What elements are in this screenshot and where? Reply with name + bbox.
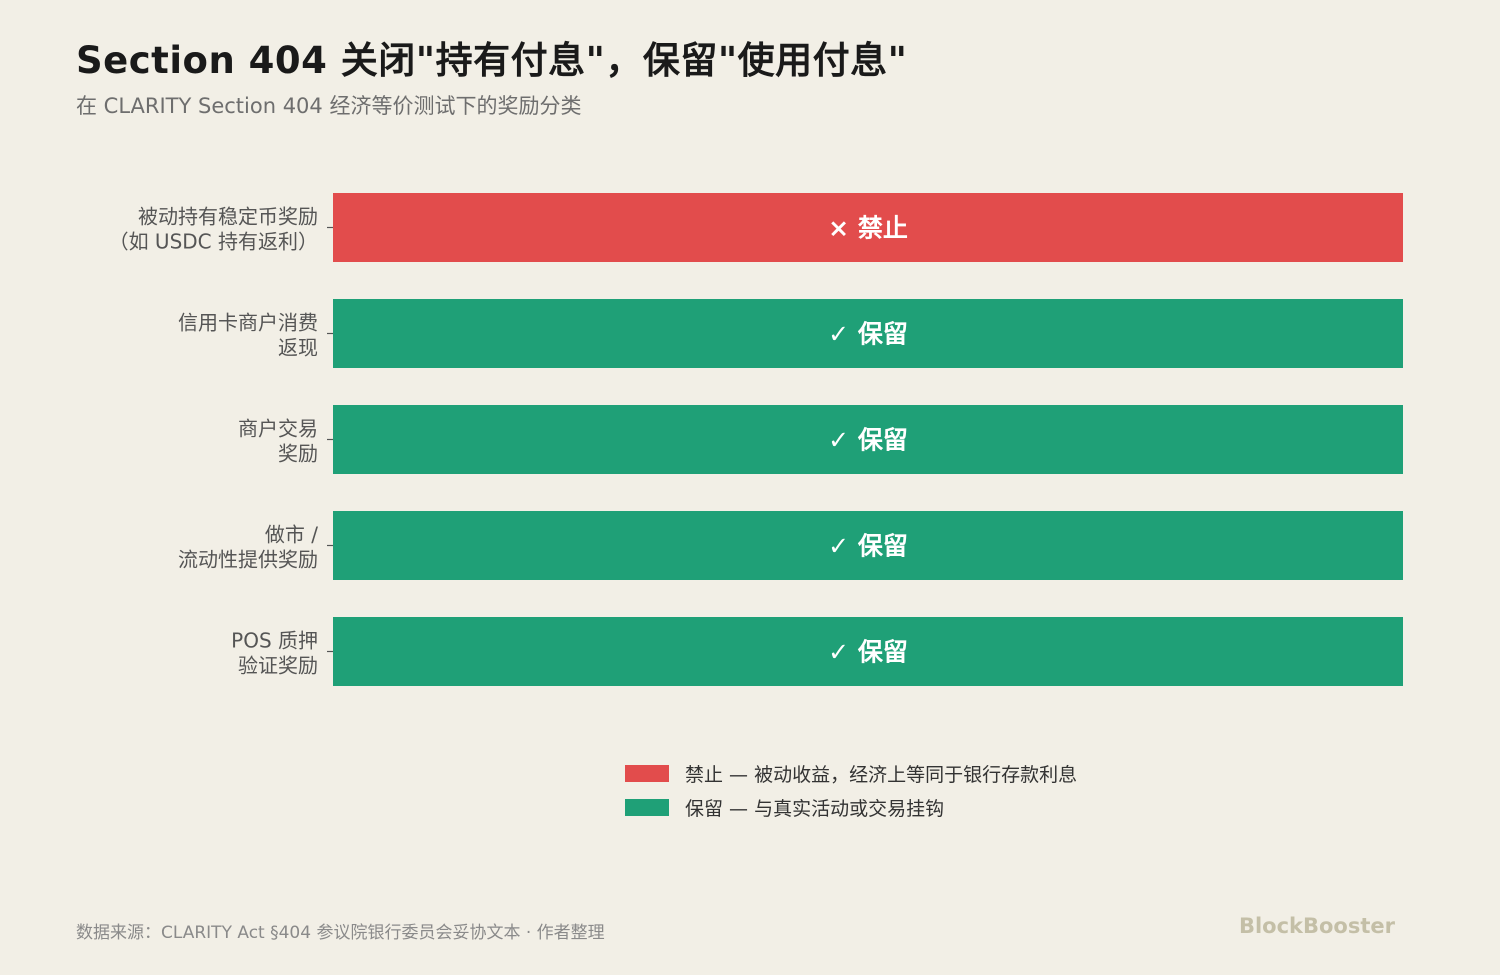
category-label: POS 质押验证奖励 [231,629,318,678]
category-label-line: 商户交易 [238,417,318,441]
bar-banned [333,193,1403,262]
category-label-line: 流动性提供奖励 [178,548,318,572]
bar-label: × 禁止 [828,214,908,243]
legend-label-kept: 保留 — 与真实活动或交易挂钩 [685,797,945,820]
bar-label: ✓ 保留 [828,638,908,667]
category-label: 做市 /流动性提供奖励 [178,523,318,572]
category-label: 被动持有稳定币奖励（如 USDC 持有返利） [109,205,318,254]
category-label-line: （如 USDC 持有返利） [109,230,318,254]
source-note: 数据来源：CLARITY Act §404 参议院银行委员会妥协文本 · 作者整… [76,923,605,943]
category-label-line: POS 质押 [231,629,318,653]
category-label-line: 信用卡商户消费 [178,311,318,335]
category-label-line: 做市 / [265,523,318,547]
bar-label: ✓ 保留 [828,320,908,349]
legend-swatch-banned [625,764,669,782]
category-label: 信用卡商户消费返现 [178,311,318,360]
bar-kept [333,511,1403,580]
bar-kept [333,299,1403,368]
legend-swatch-kept [625,798,669,816]
category-label-line: 返现 [278,336,318,360]
legend-item-banned: 禁止 — 被动收益，经济上等同于银行存款利息 [625,756,1077,790]
category-label-line: 被动持有稳定币奖励 [138,205,318,229]
legend-item-kept: 保留 — 与真实活动或交易挂钩 [625,790,1077,824]
bar-label: ✓ 保留 [828,426,908,455]
category-label: 商户交易奖励 [238,417,318,466]
chart-title: Section 404 关闭"持有付息"，保留"使用付息" [76,39,908,82]
legend-label-banned: 禁止 — 被动收益，经济上等同于银行存款利息 [685,763,1078,786]
category-label-line: 验证奖励 [238,654,318,678]
bar-kept [333,405,1403,474]
category-label-line: 奖励 [278,442,318,466]
chart-legend: 禁止 — 被动收益，经济上等同于银行存款利息 保留 — 与真实活动或交易挂钩 [625,756,1077,824]
brand-logo: BlockBooster [1238,914,1395,938]
bar-label: ✓ 保留 [828,532,908,561]
chart-subtitle: 在 CLARITY Section 404 经济等价测试下的奖励分类 [76,94,582,118]
bar-kept [333,617,1403,686]
